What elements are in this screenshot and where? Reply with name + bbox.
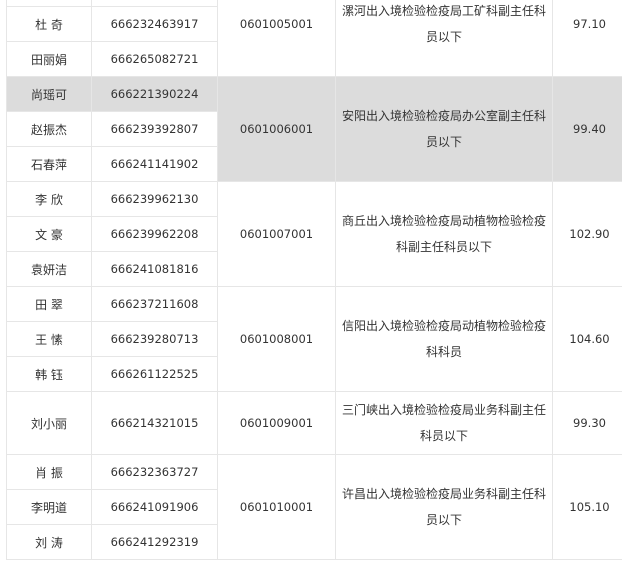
table-row: 0601005001 漯河出入境检验检疫局工矿科副主任科员以下 97.10	[6, 0, 622, 77]
candidate-name: 王 愫	[6, 321, 92, 357]
position-code: 0601009001	[217, 391, 336, 455]
candidate-id: 666239392807	[91, 111, 218, 147]
table-row: 田丽娟 666265082721	[6, 41, 622, 77]
candidate-name: 李明道	[6, 489, 92, 525]
candidate-name: 杜 奇	[6, 6, 92, 42]
candidate-id: 666241091906	[91, 489, 218, 525]
position-name: 三门峡出入境检验检疫局业务科副主任科员以下	[335, 391, 553, 455]
candidate-id: 666241292319	[91, 524, 218, 560]
candidate-name: 韩 钰	[6, 356, 92, 392]
table-row: 尚瑶可 666221390224 0601006001 安阳出入境检验检疫局办公室副主…	[6, 76, 622, 182]
candidate-name: 尚瑶可	[6, 76, 92, 112]
cutoff-score: 104.60	[552, 286, 622, 392]
candidate-id: 666221390224	[91, 76, 218, 112]
candidate-id: 666232363727	[91, 454, 218, 490]
table-row: 韩 钰 666261122525	[6, 356, 622, 392]
candidate-name: 李 欣	[6, 181, 92, 217]
candidate-name: 赵振杰	[6, 111, 92, 147]
position-name: 安阳出入境检验检疫局办公室副主任科员以下	[335, 76, 553, 182]
candidate-name: 袁妍洁	[6, 251, 92, 287]
results-table: 0601005001 漯河出入境检验检疫局工矿科副主任科员以下 97.10 杜 奇 66…	[6, 0, 622, 560]
table-row: 赵振杰 666239392807	[6, 111, 622, 147]
candidate-id: 666239280713	[91, 321, 218, 357]
candidate-name: 田丽娟	[6, 41, 92, 77]
candidate-name: 肖 振	[6, 454, 92, 490]
table-row: 刘小丽 666214321015 0601009001 三门峡出入境检验检疫局业务科副…	[6, 391, 622, 455]
candidate-name: 石春萍	[6, 146, 92, 182]
candidate-id: 666241141902	[91, 146, 218, 182]
table-row: 田 翠 666237211608 0601008001 信阳出入境检验检疫局动植物检验…	[6, 286, 622, 392]
candidate-id: 666237211608	[91, 286, 218, 322]
position-code: 0601008001	[217, 286, 336, 392]
table-row: 李明道 666241091906	[6, 489, 622, 525]
table-row: 石春萍 666241141902	[6, 146, 622, 182]
candidate-id: 666261122525	[91, 356, 218, 392]
candidate-id: 666214321015	[91, 391, 218, 455]
candidate-name: 刘小丽	[6, 391, 92, 455]
cutoff-score: 99.30	[552, 391, 622, 455]
position-code: 0601006001	[217, 76, 336, 182]
cutoff-score: 97.10	[552, 0, 622, 77]
cutoff-score: 105.10	[552, 454, 622, 560]
position-name: 漯河出入境检验检疫局工矿科副主任科员以下	[335, 0, 553, 77]
position-code: 0601007001	[217, 181, 336, 287]
cutoff-score: 102.90	[552, 181, 622, 287]
table-row: 李 欣 666239962130 0601007001 商丘出入境检验检疫局动植物检验…	[6, 181, 622, 287]
candidate-id: 666241081816	[91, 251, 218, 287]
candidate-name: 文 豪	[6, 216, 92, 252]
candidate-id: 666232463917	[91, 6, 218, 42]
position-name: 商丘出入境检验检疫局动植物检验检疫科副主任科员以下	[335, 181, 553, 287]
cutoff-score: 99.40	[552, 76, 622, 182]
candidate-name: 田 翠	[6, 286, 92, 322]
table-row: 王 愫 666239280713	[6, 321, 622, 357]
table-row: 肖 振 666232363727 0601010001 许昌出入境检验检疫局业务科副主…	[6, 454, 622, 560]
candidate-id: 666239962208	[91, 216, 218, 252]
position-name: 许昌出入境检验检疫局业务科副主任科员以下	[335, 454, 553, 560]
candidate-id: 666239962130	[91, 181, 218, 217]
table-row: 袁妍洁 666241081816	[6, 251, 622, 287]
candidate-name: 刘 涛	[6, 524, 92, 560]
position-code: 0601005001	[217, 0, 336, 77]
position-name: 信阳出入境检验检疫局动植物检验检疫科科员	[335, 286, 553, 392]
candidate-id: 666265082721	[91, 41, 218, 77]
table-row: 刘 涛 666241292319	[6, 524, 622, 560]
table-row: 文 豪 666239962208	[6, 216, 622, 252]
position-code: 0601010001	[217, 454, 336, 560]
